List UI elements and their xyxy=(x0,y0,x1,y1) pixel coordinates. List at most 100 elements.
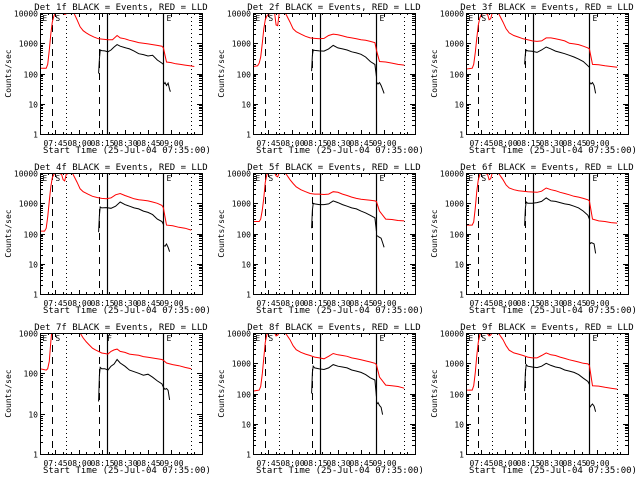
y-tick-label: 100 xyxy=(24,231,39,240)
series-events-late xyxy=(589,241,597,254)
x-axis-label: Start Time (25-Jul-04 07:35:00) xyxy=(256,306,424,316)
panel-title: Det 2f BLACK = Events, RED = LLD xyxy=(247,3,420,13)
x-tick-label: 08:30 xyxy=(539,139,563,148)
panel-plot: Det 6f BLACK = Events, RED = LLD Counts/s… xyxy=(430,163,637,316)
series-events-late xyxy=(376,81,385,94)
x-axis-label: Start Time (25-Jul-04 07:35:00) xyxy=(256,466,424,476)
panel-title: Det 8f BLACK = Events, RED = LLD xyxy=(247,323,420,333)
y-axis-label: Counts/sec xyxy=(430,49,439,97)
y-tick-label: 10000 xyxy=(227,10,251,19)
x-tick-label: 08:30 xyxy=(326,299,350,308)
panel-plot: Det 5f BLACK = Events, RED = LLD Counts/s… xyxy=(217,163,424,316)
y-tick-label: 1 xyxy=(246,451,251,460)
x-tick-label: 07:45 xyxy=(256,139,280,148)
series-lld xyxy=(40,333,192,371)
series-lld xyxy=(466,13,618,70)
y-tick-label: 10000 xyxy=(14,10,38,19)
x-axis-label: Start Time (25-Jul-04 07:35:00) xyxy=(256,146,424,156)
event-marker-e: E xyxy=(167,174,172,183)
event-marker-e: E xyxy=(255,14,260,23)
x-tick-label: 09:00 xyxy=(159,299,183,308)
y-tick-label: 1 xyxy=(459,451,464,460)
y-tick-label: 10 xyxy=(28,411,38,420)
detector-panel-4: Det 4f BLACK = Events, RED = LLD Counts/s… xyxy=(0,160,213,320)
x-tick-label: 08:45 xyxy=(136,459,160,468)
event-marker-e: E xyxy=(593,174,598,183)
x-tick-label: 08:00 xyxy=(280,139,304,148)
y-tick-label: 10 xyxy=(454,421,464,430)
event-marker-e: E xyxy=(167,14,172,23)
x-tick-label: 08:00 xyxy=(67,299,91,308)
event-marker-s: S xyxy=(268,334,273,343)
event-marker-e: E xyxy=(42,14,47,23)
x-tick-label: 08:30 xyxy=(113,139,137,148)
x-tick-label: 09:00 xyxy=(159,459,183,468)
y-tick-label: 10000 xyxy=(14,170,38,179)
event-marker-f: F xyxy=(107,334,112,343)
x-tick-label: 08:00 xyxy=(493,139,517,148)
x-tick-label: 08:00 xyxy=(67,139,91,148)
y-tick-label: 100 xyxy=(450,71,465,80)
panel-plot: Det 2f BLACK = Events, RED = LLD Counts/s… xyxy=(217,3,424,156)
panel-title: Det 1f BLACK = Events, RED = LLD xyxy=(34,3,207,13)
y-tick-label: 10000 xyxy=(440,10,464,19)
x-tick-label: 08:00 xyxy=(280,459,304,468)
series-lld xyxy=(253,13,405,67)
x-tick-label: 08:45 xyxy=(562,139,586,148)
plot-frame xyxy=(253,333,416,455)
y-tick-label: 1000 xyxy=(232,360,251,369)
y-tick-label: 1000 xyxy=(445,200,464,209)
y-tick-label: 1 xyxy=(33,131,38,140)
panel-plot: Det 9f BLACK = Events, RED = LLD Counts/s… xyxy=(430,323,637,476)
x-tick-label: 07:45 xyxy=(256,459,280,468)
plot-frame xyxy=(466,173,629,295)
plot-frame xyxy=(40,13,203,135)
x-tick-label: 08:30 xyxy=(539,299,563,308)
x-tick-label: 07:45 xyxy=(469,459,493,468)
series-events xyxy=(524,362,590,392)
x-tick-label: 09:00 xyxy=(585,139,609,148)
event-marker-e: E xyxy=(255,334,260,343)
y-tick-label: 1000 xyxy=(445,40,464,49)
panel-title: Det 4f BLACK = Events, RED = LLD xyxy=(34,163,207,173)
x-tick-label: 08:15 xyxy=(303,459,327,468)
event-marker-e: E xyxy=(468,334,473,343)
x-tick-label: 08:30 xyxy=(113,299,137,308)
panel-title: Det 3f BLACK = Events, RED = LLD xyxy=(460,3,633,13)
y-tick-label: 1000 xyxy=(232,40,251,49)
event-marker-s: S xyxy=(481,174,486,183)
series-events xyxy=(524,46,590,68)
x-tick-label: 08:15 xyxy=(303,299,327,308)
x-axis-label: Start Time (25-Jul-04 07:35:00) xyxy=(43,306,211,316)
y-axis-label: Counts/sec xyxy=(217,49,226,97)
detector-panel-9: Det 9f BLACK = Events, RED = LLD Counts/s… xyxy=(426,320,639,480)
event-marker-e: E xyxy=(255,174,260,183)
y-tick-label: 1000 xyxy=(19,40,38,49)
y-tick-label: 1 xyxy=(33,451,38,460)
event-marker-s: S xyxy=(55,174,60,183)
series-events xyxy=(311,200,377,232)
x-tick-label: 08:30 xyxy=(326,139,350,148)
y-tick-label: 1 xyxy=(246,131,251,140)
x-tick-label: 07:45 xyxy=(256,299,280,308)
y-tick-label: 10000 xyxy=(227,170,251,179)
x-tick-label: 09:00 xyxy=(372,139,396,148)
event-marker-e: E xyxy=(468,174,473,183)
y-axis-label: Counts/sec xyxy=(4,369,13,417)
panel-title: Det 6f BLACK = Events, RED = LLD xyxy=(460,163,633,173)
panel-title: Det 5f BLACK = Events, RED = LLD xyxy=(247,163,420,173)
x-tick-label: 07:45 xyxy=(43,459,67,468)
x-tick-label: 08:30 xyxy=(326,459,350,468)
series-events-late xyxy=(163,81,171,92)
y-axis-label: Counts/sec xyxy=(217,209,226,257)
panel-title: Det 9f BLACK = Events, RED = LLD xyxy=(460,323,633,333)
panel-plot: Det 3f BLACK = Events, RED = LLD Counts/s… xyxy=(430,3,637,156)
y-tick-label: 1000 xyxy=(232,200,251,209)
series-events xyxy=(311,364,377,397)
series-events-late xyxy=(376,235,385,248)
event-marker-s: S xyxy=(481,14,486,23)
series-events xyxy=(98,201,164,233)
y-tick-label: 10000 xyxy=(227,330,251,339)
x-tick-label: 09:00 xyxy=(159,139,183,148)
